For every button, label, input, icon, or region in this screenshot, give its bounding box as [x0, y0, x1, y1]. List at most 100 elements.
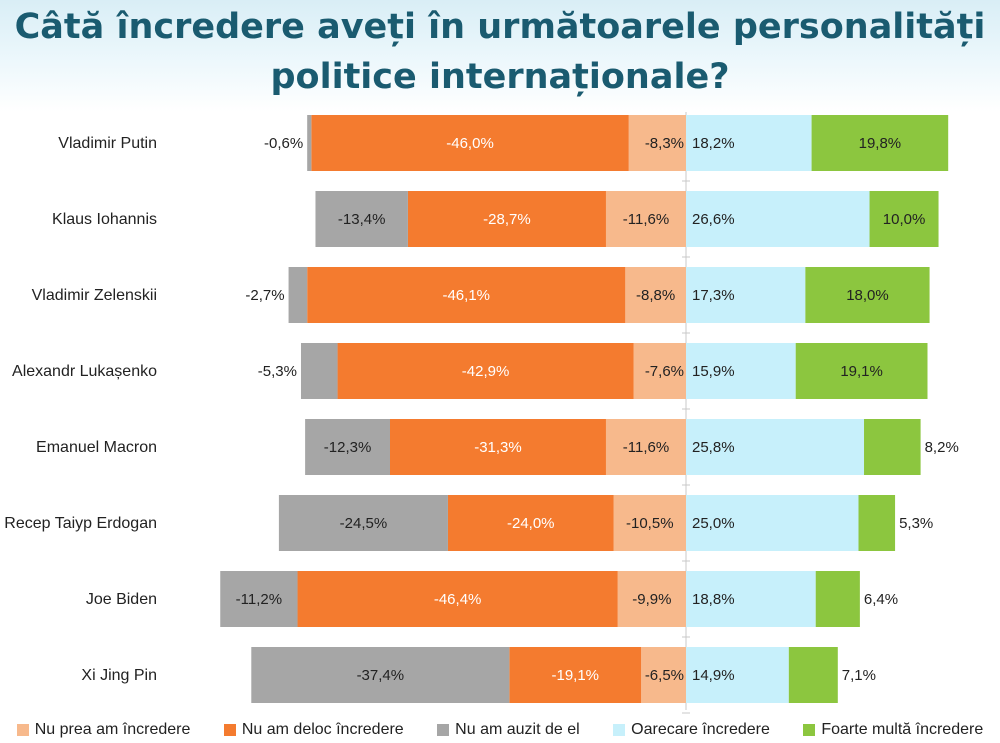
legend-swatch-nu-deloc — [223, 723, 236, 736]
bar-segment — [311, 115, 629, 171]
bar-segment — [641, 647, 686, 703]
data-label: -11,2% — [236, 591, 282, 608]
data-label: -19,1% — [551, 667, 599, 684]
bar-segment — [220, 571, 298, 627]
data-label: -42,9% — [462, 363, 510, 380]
category-label: Klaus Iohannis — [52, 211, 157, 228]
data-label: -10,5% — [626, 515, 674, 532]
bar-segment — [686, 267, 806, 323]
data-label: 19,8% — [859, 135, 902, 152]
data-label: 18,8% — [692, 591, 735, 608]
data-label: -0,6% — [264, 135, 303, 152]
data-label: -7,6% — [645, 363, 684, 380]
data-label: 15,9% — [692, 363, 735, 380]
category-label: Alexandr Lukașenko — [12, 363, 157, 380]
data-label: 10,0% — [883, 211, 926, 228]
bar-segment — [305, 419, 390, 475]
bar-segment — [300, 343, 338, 399]
bar-segment — [858, 495, 896, 551]
legend-label-nu-deloc: Nu am deloc încredere — [241, 720, 404, 738]
legend-item-nu-prea: Nu prea am încredere — [16, 720, 191, 739]
category-label: Emanuel Macron — [36, 439, 157, 456]
data-label: 7,1% — [842, 667, 876, 684]
data-label: -24,5% — [340, 515, 388, 532]
data-label: -11,6% — [623, 211, 669, 228]
data-label: -37,4% — [357, 667, 405, 684]
bar-segment — [389, 419, 606, 475]
bar-segment — [297, 571, 618, 627]
bar-segment — [605, 419, 686, 475]
bar-segment — [407, 191, 606, 247]
data-label: -6,5% — [645, 667, 684, 684]
bar-segment — [613, 495, 686, 551]
category-label: Xi Jing Pin — [81, 667, 157, 684]
bar-segment — [788, 647, 838, 703]
data-label: -24,0% — [507, 515, 555, 532]
bar-segment — [686, 647, 789, 703]
legend-item-foarte-multa: Foarte multă încredere — [803, 721, 983, 739]
bar-segment — [686, 495, 859, 551]
data-label: -9,9% — [632, 591, 671, 608]
legend-swatch-foarte-multa — [803, 723, 816, 736]
bar-segment — [307, 115, 312, 171]
legend-item-oarecare: Oarecare încredere — [613, 721, 770, 739]
chart-title-line-1: Câtă încredere aveți în următoarele pers… — [14, 7, 986, 47]
trust-chart: Vladimir Putin -8,3% -46,0% -0,6% 18,2% 19,8%… — [4, 112, 959, 714]
bar-segment — [869, 191, 939, 247]
category-label: Vladimir Putin — [58, 135, 157, 152]
data-label: -46,1% — [442, 287, 490, 304]
data-label: 25,8% — [692, 439, 735, 456]
bar-segment — [337, 343, 634, 399]
legend-label-nu-auzit: Nu am auzit de el — [455, 720, 580, 738]
bar-segment — [633, 343, 686, 399]
data-label: 5,3% — [899, 515, 933, 532]
data-label: -12,3% — [324, 439, 372, 456]
bar-segment — [811, 115, 949, 171]
bar-segment — [686, 115, 812, 171]
category-label: Recep Taiyp Erdogan — [4, 515, 157, 532]
chart-title-line-2: politice internaționale? — [270, 57, 730, 97]
legend-label-oarecare: Oarecare încredere — [631, 720, 770, 738]
legend-swatch-oarecare — [613, 723, 626, 736]
data-label: -2,7% — [245, 287, 284, 304]
data-label: -8,8% — [636, 287, 675, 304]
data-label: 14,9% — [692, 667, 735, 684]
bar-segment — [686, 571, 816, 627]
data-label: 19,1% — [840, 363, 883, 380]
bar-segment — [628, 115, 686, 171]
data-label: 25,0% — [692, 515, 735, 532]
bar-segment — [447, 495, 614, 551]
legend-label-nu-prea: Nu prea am încredere — [34, 720, 191, 738]
bar-segment — [805, 267, 930, 323]
chart-legend: Nu prea am încredere Nu am deloc încrede… — [0, 716, 1000, 743]
data-label: 17,3% — [692, 287, 735, 304]
bar-segment — [251, 647, 510, 703]
data-label: -8,3% — [645, 135, 684, 152]
bar-segment — [288, 267, 308, 323]
data-label: -46,4% — [434, 591, 482, 608]
bar-segment — [795, 343, 928, 399]
bar-segment — [278, 495, 448, 551]
legend-item-nu-auzit: Nu am auzit de el — [437, 721, 580, 739]
bar-segment — [686, 191, 870, 247]
bar-segment — [509, 647, 642, 703]
data-label: 8,2% — [925, 439, 959, 456]
category-label: Joe Biden — [86, 591, 157, 608]
data-label: -11,6% — [623, 439, 669, 456]
bar-segment — [605, 191, 686, 247]
header-band — [0, 0, 1000, 112]
bar-segment — [686, 343, 796, 399]
bar-segment — [625, 267, 686, 323]
data-label: -13,4% — [338, 211, 386, 228]
data-label: -31,3% — [474, 439, 522, 456]
bar-segment — [686, 419, 865, 475]
legend-swatch-nu-auzit — [437, 723, 450, 736]
data-label: 18,0% — [846, 287, 889, 304]
chart-title: Câtă încredere aveți în următoarele pers… — [0, 2, 1000, 102]
legend-swatch-nu-prea — [16, 723, 29, 736]
data-label: -46,0% — [446, 135, 494, 152]
category-label: Vladimir Zelenskii — [32, 287, 157, 304]
data-label: 18,2% — [692, 135, 735, 152]
data-label: -28,7% — [483, 211, 531, 228]
data-label: 26,6% — [692, 211, 735, 228]
